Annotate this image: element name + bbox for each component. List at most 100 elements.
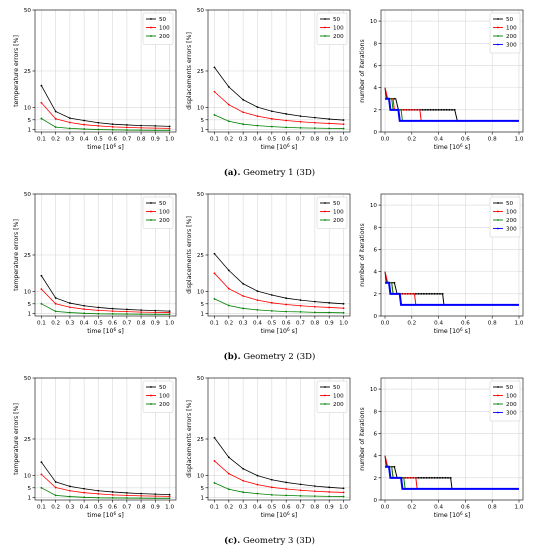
x-tick-label: 0.6 (461, 321, 470, 327)
data-point (328, 127, 331, 130)
y-tick-label: 6 (373, 431, 377, 437)
data-point (111, 310, 114, 313)
y-tick-label: 2 (373, 292, 377, 298)
data-point (125, 494, 128, 497)
legend-label: 100 (333, 210, 344, 216)
data-point (393, 97, 396, 100)
data-point (451, 108, 453, 111)
data-point (40, 288, 43, 291)
data-point (54, 494, 57, 497)
legend-marker (150, 202, 152, 204)
series-line-100 (41, 288, 170, 313)
x-tick-label: 0.7 (122, 137, 131, 143)
legend-label: 50 (333, 17, 341, 23)
legend-marker (324, 202, 326, 204)
caption-row-2: (b). Geometry 2 (3D) (0, 352, 539, 362)
y-tick-label: 50 (24, 8, 32, 14)
x-tick-label: 0.4 (434, 505, 443, 511)
data-point (256, 106, 259, 109)
data-point (425, 292, 428, 295)
legend-label: 50 (159, 17, 167, 23)
x-tick-label: 0.6 (282, 505, 291, 511)
data-point (40, 473, 43, 476)
plot-frame (34, 377, 177, 501)
x-tick-label: 0.2 (224, 321, 233, 327)
chart-2-1: 0.1 0.2 0.3 0.4 0.5 0.6 0.7 0.8 0.9 1.01510255050… (13, 192, 177, 335)
legend-marker (150, 219, 152, 221)
x-tick-label: 0.8 (488, 321, 497, 327)
x-tick-label: 0.5 (267, 505, 276, 511)
legend-marker (324, 394, 326, 397)
data-point (242, 307, 245, 310)
data-point (111, 493, 114, 496)
data-point (213, 252, 216, 255)
x-axis-label: time [106 s] (434, 511, 471, 520)
data-point (285, 488, 288, 490)
plot-frame (380, 193, 524, 317)
data-point (299, 304, 302, 307)
data-point (68, 302, 71, 304)
y-tick-label: 0 (373, 314, 377, 320)
data-point (242, 491, 245, 494)
x-tick-label: 0.2 (407, 505, 416, 511)
data-point (433, 292, 436, 295)
y-tick-label: 4 (373, 454, 377, 460)
y-axis-label: displacements errors [%] (186, 216, 193, 294)
y-tick-label: 4 (373, 270, 377, 276)
series-line-100 (41, 474, 170, 497)
data-point (213, 482, 216, 484)
data-point (68, 127, 71, 130)
legend-label: 50 (159, 385, 167, 391)
data-point (54, 302, 57, 305)
data-point (213, 66, 216, 69)
data-point (439, 292, 441, 295)
data-point (422, 476, 425, 479)
data-point (256, 124, 259, 127)
caption-text: Geometry 2 (3D) (243, 352, 316, 362)
data-point (83, 487, 86, 490)
data-point (256, 309, 259, 311)
legend-marker (497, 227, 499, 230)
y-tick-label: 5 (27, 302, 31, 308)
x-axis-label: time [106 s] (434, 143, 471, 152)
x-tick-label: 1.0 (165, 505, 174, 511)
data-point (444, 476, 447, 479)
data-point (342, 487, 345, 490)
x-tick-label: 0.4 (434, 321, 443, 327)
data-point (328, 301, 331, 304)
y-tick-label: 10 (24, 290, 32, 296)
data-point (433, 476, 436, 479)
data-point (342, 302, 345, 305)
x-tick-label: 0.1 (37, 321, 46, 327)
caption-label: (b). (223, 352, 241, 362)
data-point (342, 495, 345, 498)
data-point (213, 272, 216, 275)
legend-marker (150, 394, 152, 397)
chart-2-3: 0.0 0.2 0.4 0.6 0.8 1.0 0 2 4 6 8 10 50 100 200 300 numb… (359, 193, 524, 335)
x-tick-label: 0.9 (325, 137, 334, 143)
x-tick-label: 0.4 (80, 137, 89, 143)
data-point (421, 108, 424, 111)
data-point (448, 108, 451, 111)
data-point (154, 495, 157, 497)
x-tick-label: 0.6 (282, 137, 291, 143)
data-point (68, 311, 71, 314)
plot-frame (207, 193, 351, 317)
data-point (140, 492, 143, 495)
x-tick-label: 0.5 (94, 505, 103, 511)
x-tick-label: 0.0 (381, 505, 390, 511)
data-point (431, 476, 433, 479)
x-axis-label: time [106 s] (261, 327, 298, 336)
data-point (111, 123, 114, 126)
legend-marker (150, 386, 152, 388)
legend-label: 50 (506, 201, 514, 207)
plot-frame (380, 9, 524, 133)
data-point (270, 125, 273, 128)
series-line-50 (214, 437, 344, 489)
legend-marker (324, 219, 326, 221)
x-tick-label: 0.5 (267, 321, 276, 327)
y-tick-label: 1 (200, 312, 204, 318)
legend-label: 100 (506, 394, 517, 400)
data-point (140, 309, 143, 312)
y-tick-label: 10 (197, 290, 205, 296)
